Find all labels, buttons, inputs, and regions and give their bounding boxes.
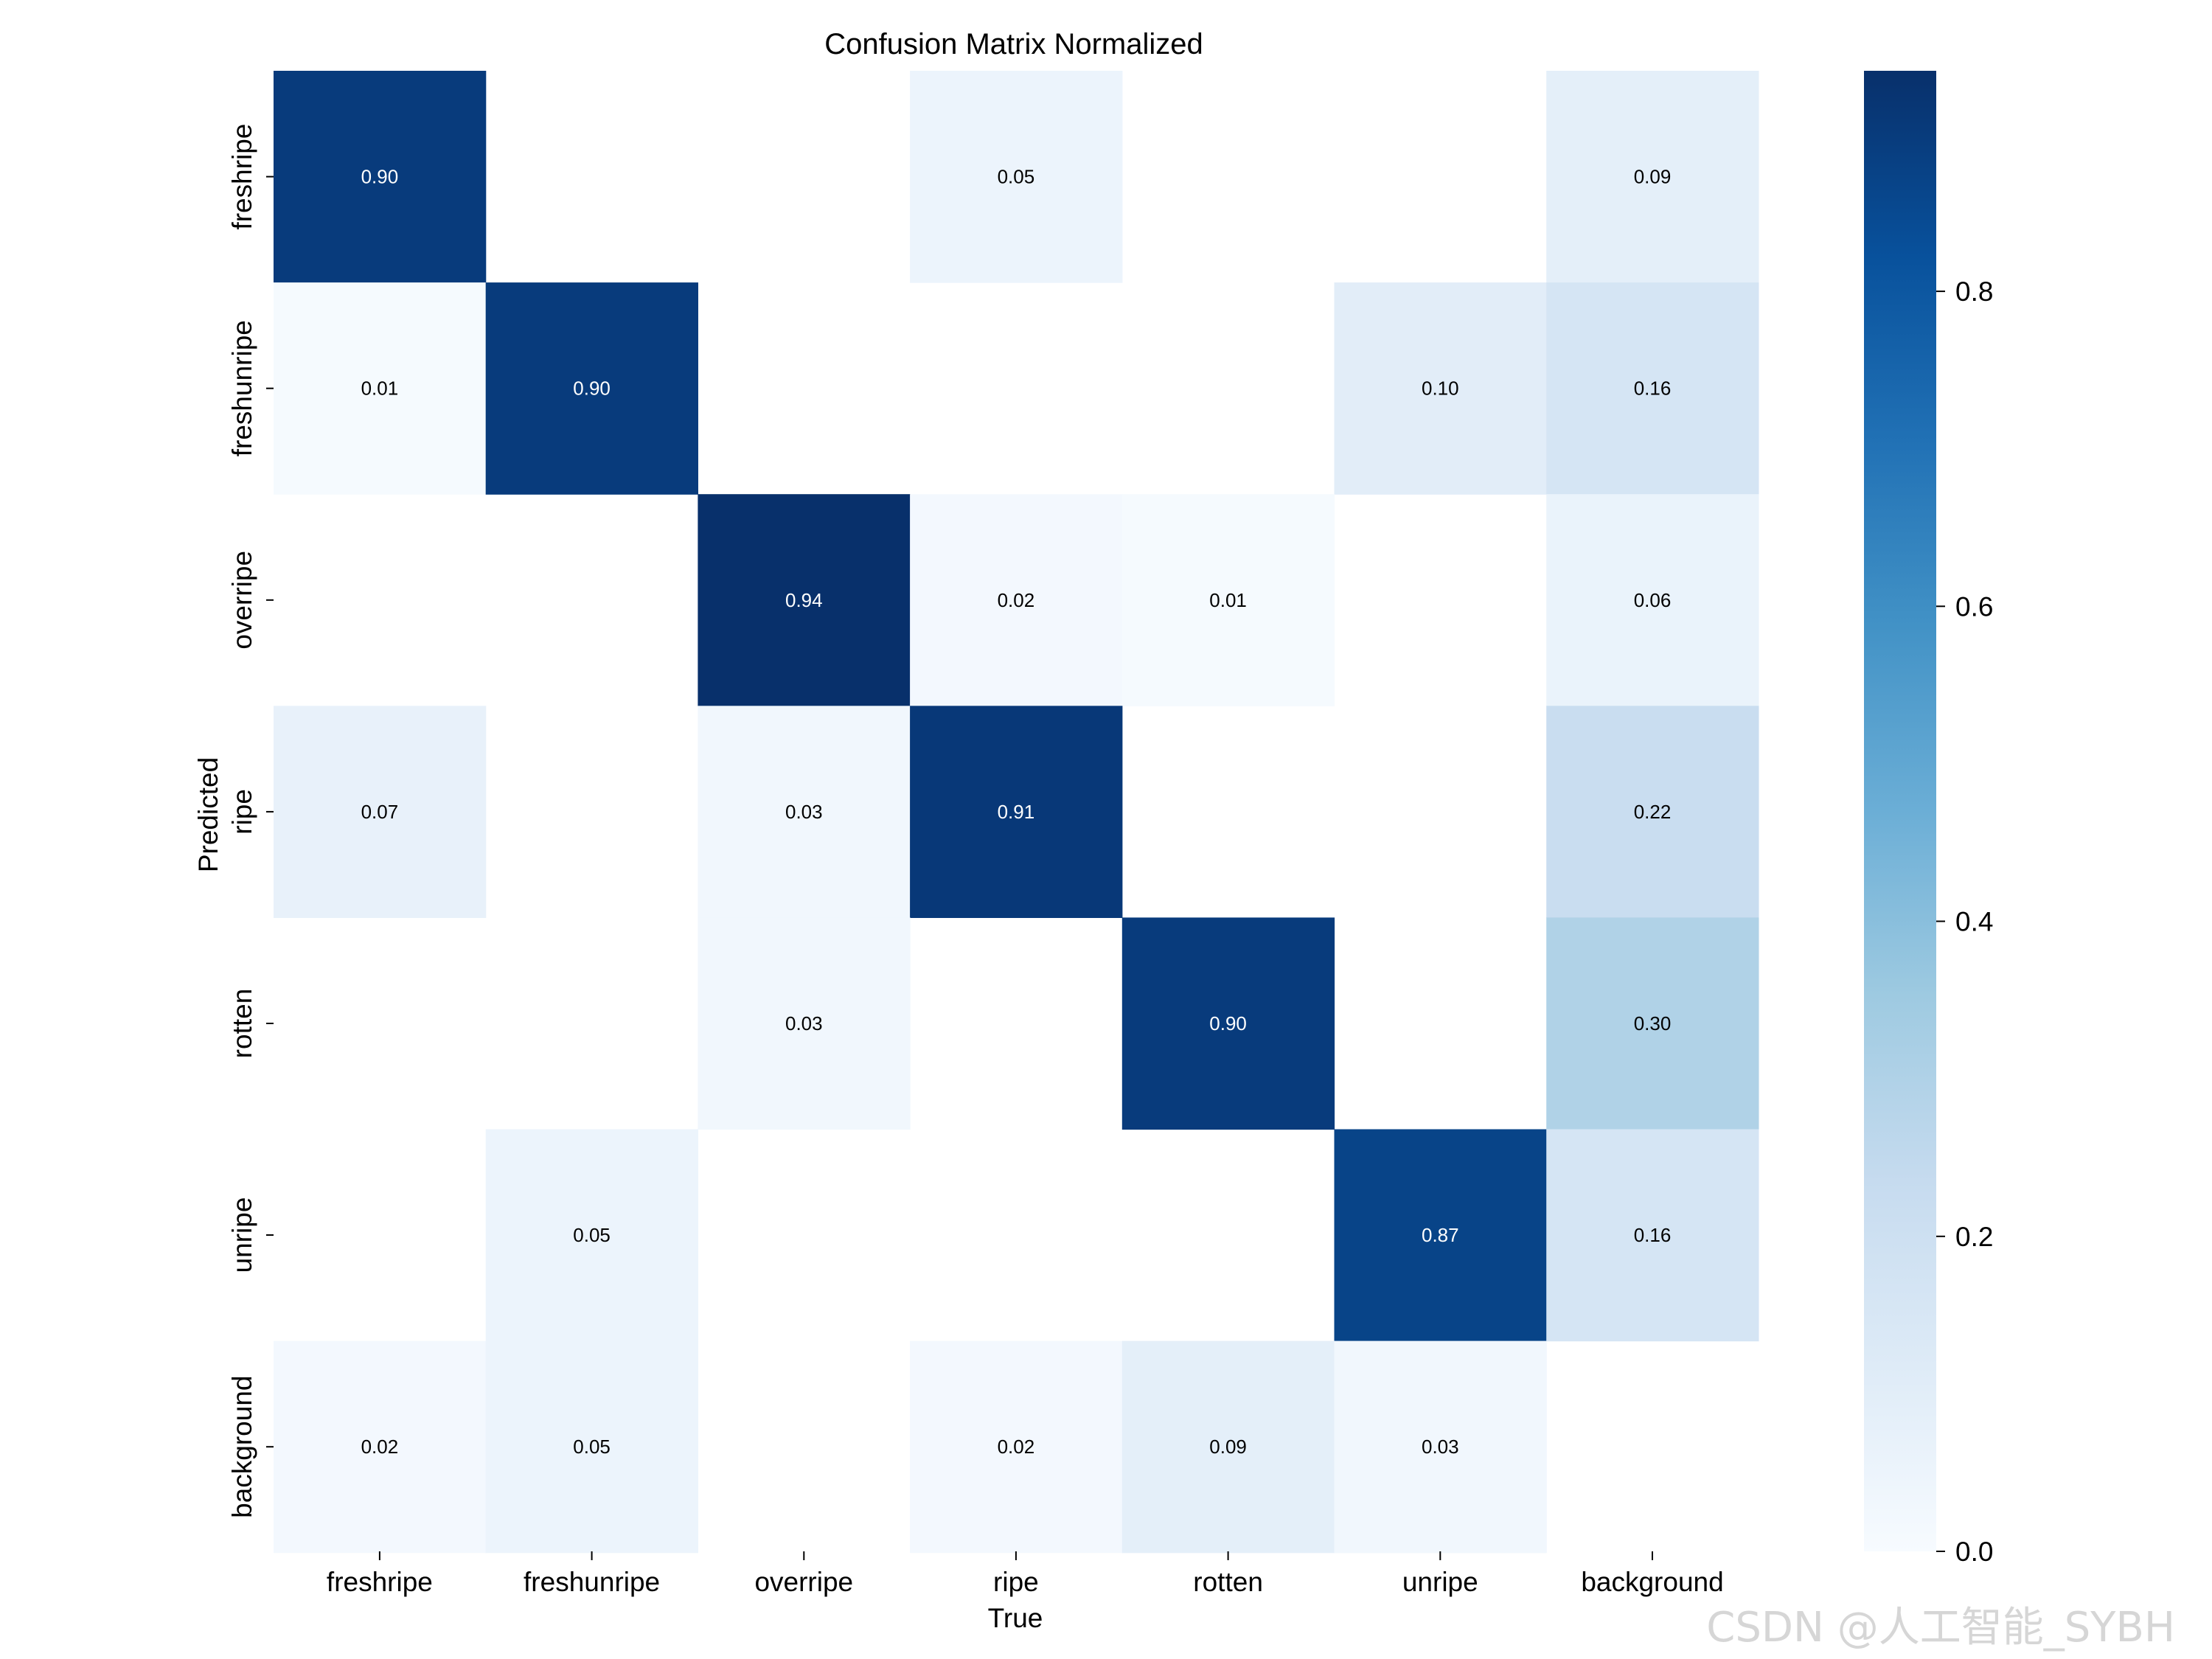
cell-value-label: 0.05 bbox=[998, 166, 1035, 188]
y-tick-label: ripe bbox=[227, 789, 257, 835]
heatmap-cell-unripe-background bbox=[1546, 1129, 1759, 1342]
y-tick-label: freshunripe bbox=[227, 320, 257, 456]
y-tick-label: overripe bbox=[227, 551, 257, 650]
y-tick-label: background bbox=[227, 1376, 257, 1518]
chart-title: Confusion Matrix Normalized bbox=[824, 28, 1203, 60]
y-tick-label: unripe bbox=[227, 1197, 257, 1273]
x-tick-label: freshripe bbox=[327, 1567, 433, 1597]
cell-value-label: 0.94 bbox=[785, 589, 823, 611]
heatmap-cell-overripe-rotten bbox=[1121, 494, 1335, 706]
heatmap-cell-unripe-unripe bbox=[1334, 1129, 1547, 1342]
cell-value-label: 0.30 bbox=[1634, 1012, 1672, 1034]
colorbar-tick-label: 0.6 bbox=[1955, 591, 1993, 622]
y-axis-ticks: freshripe freshunripe overripe ripe rotten un… bbox=[227, 124, 274, 1518]
cell-value-label: 0.01 bbox=[361, 378, 399, 400]
cell-value-label: 0.03 bbox=[785, 1012, 823, 1034]
heatmap-cell-ripe-background bbox=[1546, 706, 1759, 918]
heatmap-cell-labels: 0.90 0.05 0.09 0.01 0.90 0.10 0.16 0.94 0.02 0.01… bbox=[361, 166, 1672, 1458]
cell-value-label: 0.03 bbox=[785, 801, 823, 823]
cell-value-label: 0.09 bbox=[1209, 1436, 1247, 1458]
heatmap-cell-background-freshripe bbox=[274, 1340, 487, 1554]
heatmap-cell-rotten-overripe bbox=[698, 917, 911, 1130]
cell-value-label: 0.02 bbox=[998, 1436, 1035, 1458]
x-tick-label: rotten bbox=[1193, 1567, 1263, 1597]
colorbar bbox=[1864, 71, 1936, 1551]
cell-value-label: 0.01 bbox=[1209, 589, 1247, 611]
y-axis-label: Predicted bbox=[193, 757, 223, 872]
heatmap-cell-ripe-freshripe bbox=[274, 706, 487, 918]
heatmap-cell-overripe-background bbox=[1546, 494, 1759, 706]
y-tick-label: freshripe bbox=[227, 124, 257, 230]
heatmap-cell-ripe-overripe bbox=[698, 706, 911, 918]
heatmap-cell-freshunripe-background bbox=[1546, 282, 1759, 495]
cell-value-label: 0.03 bbox=[1422, 1436, 1459, 1458]
x-tick-label: unripe bbox=[1402, 1567, 1478, 1597]
heatmap-cell-background-rotten bbox=[1121, 1340, 1335, 1554]
cell-value-label: 0.10 bbox=[1422, 378, 1459, 400]
cell-value-label: 0.05 bbox=[573, 1224, 611, 1246]
heatmap-cells bbox=[274, 71, 1759, 1554]
cell-value-label: 0.06 bbox=[1634, 589, 1672, 611]
x-tick-label: freshunripe bbox=[524, 1567, 660, 1597]
colorbar-ticks: 0.0 0.2 0.4 0.6 0.8 bbox=[1936, 276, 1993, 1567]
heatmap-cell-background-freshunripe bbox=[485, 1340, 698, 1554]
cell-value-label: 0.16 bbox=[1634, 378, 1672, 400]
heatmap-cell-freshunripe-unripe bbox=[1334, 282, 1547, 495]
heatmap-cell-rotten-rotten bbox=[1121, 917, 1335, 1130]
cell-value-label: 0.07 bbox=[361, 801, 399, 823]
colorbar-tick-label: 0.8 bbox=[1955, 276, 1993, 307]
cell-value-label: 0.90 bbox=[361, 166, 399, 188]
heatmap-cell-freshunripe-freshunripe bbox=[485, 282, 698, 495]
y-tick-label: rotten bbox=[227, 989, 257, 1059]
x-axis-label: True bbox=[988, 1603, 1043, 1633]
cell-value-label: 0.90 bbox=[1209, 1012, 1247, 1034]
cell-value-label: 0.22 bbox=[1634, 801, 1672, 823]
heatmap-cell-overripe-overripe bbox=[698, 494, 911, 706]
cell-value-label: 0.05 bbox=[573, 1436, 611, 1458]
cell-value-label: 0.02 bbox=[998, 589, 1035, 611]
watermark: CSDN @人工智能_SYBH bbox=[1706, 1604, 2175, 1652]
cell-value-label: 0.87 bbox=[1422, 1224, 1459, 1246]
heatmap-cell-rotten-background bbox=[1546, 917, 1759, 1130]
cell-value-label: 0.09 bbox=[1634, 166, 1672, 188]
heatmap-cell-background-ripe bbox=[910, 1340, 1123, 1554]
colorbar-tick-label: 0.2 bbox=[1955, 1222, 1993, 1252]
cell-value-label: 0.91 bbox=[998, 801, 1035, 823]
cell-value-label: 0.02 bbox=[361, 1436, 399, 1458]
x-tick-label: background bbox=[1581, 1567, 1723, 1597]
colorbar-tick-label: 0.4 bbox=[1955, 907, 1993, 937]
heatmap-cell-ripe-ripe bbox=[910, 706, 1123, 918]
heatmap-cell-freshripe-freshripe bbox=[274, 71, 487, 283]
heatmap-cell-overripe-ripe bbox=[910, 494, 1123, 706]
heatmap-cell-freshripe-background bbox=[1546, 71, 1759, 283]
heatmap-cell-freshripe-ripe bbox=[910, 71, 1123, 283]
colorbar-tick-label: 0.0 bbox=[1955, 1537, 1993, 1567]
cell-value-label: 0.16 bbox=[1634, 1224, 1672, 1246]
cell-value-label: 0.90 bbox=[573, 378, 611, 400]
x-axis-ticks: freshripe freshunripe overripe ripe rotten un… bbox=[327, 1551, 1724, 1597]
heatmap-cell-unripe-freshunripe bbox=[485, 1129, 698, 1342]
heatmap-cell-background-unripe bbox=[1334, 1340, 1547, 1554]
heatmap-cell-freshunripe-freshripe bbox=[274, 282, 487, 495]
x-tick-label: overripe bbox=[754, 1567, 853, 1597]
x-tick-label: ripe bbox=[993, 1567, 1039, 1597]
